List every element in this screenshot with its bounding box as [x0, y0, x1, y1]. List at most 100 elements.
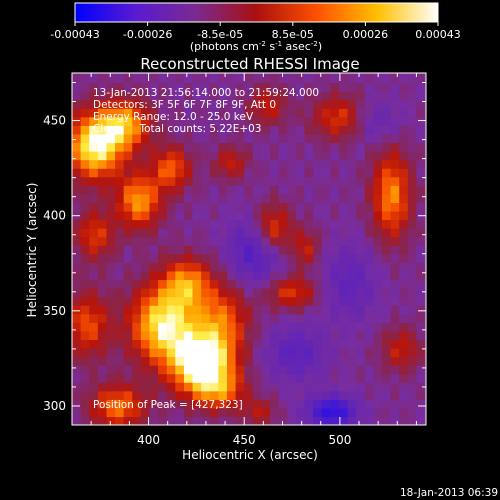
heatmap-cell: [373, 416, 383, 425]
heatmap-cell: [373, 82, 383, 92]
heatmap-cell: [166, 399, 176, 409]
heatmap-cell: [244, 382, 254, 392]
heatmap-cell: [304, 142, 314, 152]
heatmap-cell: [192, 296, 202, 306]
heatmap-cell: [218, 91, 228, 101]
heatmap-cell: [321, 91, 331, 101]
heatmap-cell: [321, 159, 331, 169]
heatmap-cell: [416, 219, 426, 229]
heatmap-cell: [132, 133, 142, 144]
heatmap-cell: [149, 73, 159, 84]
heatmap-cell: [287, 82, 297, 92]
heatmap-cell: [270, 339, 280, 349]
heatmap-cell: [72, 116, 82, 126]
heatmap-cell: [261, 133, 271, 144]
heatmap-cell: [192, 116, 202, 126]
heatmap-cell: [132, 236, 142, 246]
heatmap-cell: [287, 407, 297, 418]
heatmap-cell: [97, 322, 108, 332]
heatmap-cell: [330, 382, 340, 392]
heatmap-cell: [390, 125, 400, 135]
heatmap-cell: [235, 330, 245, 340]
heatmap-cell: [106, 339, 116, 349]
heatmap-cell: [123, 373, 133, 383]
heatmap-cell: [399, 305, 409, 315]
heatmap-cell: [89, 373, 99, 383]
heatmap-cell: [132, 99, 142, 109]
heatmap-cell: [80, 91, 90, 101]
heatmap-cell: [175, 133, 185, 144]
heatmap-cell: [97, 270, 108, 281]
heatmap-cell: [209, 82, 219, 92]
heatmap-cell: [295, 73, 306, 75]
heatmap-cell: [261, 356, 271, 366]
heatmap-cell: [158, 82, 168, 92]
heatmap-cell: [295, 91, 306, 101]
heatmap-cell: [330, 347, 340, 358]
heatmap-cell: [149, 185, 159, 195]
heatmap-cell: [381, 210, 392, 221]
heatmap-cell: [209, 125, 219, 135]
heatmap-cell: [304, 185, 314, 195]
heatmap-cell: [338, 151, 349, 161]
heatmap-cell: [209, 142, 219, 152]
heatmap-cell: [330, 210, 340, 221]
heatmap-cell: [261, 288, 271, 298]
heatmap-cell: [209, 91, 219, 101]
heatmap-cell: [304, 116, 314, 126]
heatmap-cell: [321, 279, 331, 289]
heatmap-cell: [287, 313, 297, 323]
heatmap-cell: [80, 99, 90, 109]
heatmap-cell: [313, 390, 323, 400]
heatmap-cell: [72, 365, 82, 375]
heatmap-cell: [364, 116, 374, 126]
heatmap-cell: [244, 373, 254, 383]
heatmap-cell: [278, 185, 288, 195]
heatmap-cell: [158, 296, 168, 306]
heatmap-cell: [106, 185, 116, 195]
heatmap-cell: [390, 99, 400, 109]
heatmap-cell: [416, 279, 426, 289]
heatmap-cell: [166, 262, 176, 272]
colorbar-units: (photons cm-2 s-1 asec-2): [190, 40, 322, 53]
heatmap-cell: [132, 185, 142, 195]
heatmap-cell: [244, 296, 254, 306]
heatmap-cell: [390, 270, 400, 281]
heatmap-cell: [183, 142, 194, 152]
heatmap-cell: [235, 210, 245, 221]
heatmap-cell: [89, 365, 99, 375]
heatmap-cell: [261, 202, 271, 212]
heatmap-cell: [270, 390, 280, 400]
heatmap-cell: [304, 390, 314, 400]
heatmap-cell: [373, 202, 383, 212]
heatmap-cell: [338, 73, 349, 75]
heatmap-cell: [330, 365, 340, 375]
heatmap-cell: [158, 347, 168, 358]
heatmap-cell: [304, 356, 314, 366]
heatmap-cell: [115, 322, 125, 332]
heatmap-cell: [399, 365, 409, 375]
colorbar-tick-label: -0.00026: [123, 28, 172, 41]
heatmap-cell: [209, 116, 219, 126]
y-tick-label: 450: [43, 114, 66, 128]
heatmap-cell: [192, 416, 202, 425]
heatmap-cell: [123, 133, 133, 144]
heatmap-cell: [218, 168, 228, 178]
heatmap-cell: [330, 228, 340, 238]
heatmap-cell: [321, 142, 331, 152]
heatmap-cell: [356, 270, 366, 281]
heatmap-cell: [364, 125, 374, 135]
heatmap-cell: [261, 210, 271, 221]
heatmap-cell: [399, 347, 409, 358]
heatmap-cell: [115, 313, 125, 323]
heatmap-cell: [304, 133, 314, 144]
heatmap-cell: [132, 228, 142, 238]
heatmap-cell: [321, 73, 331, 75]
heatmap-cell: [140, 382, 151, 392]
heatmap-cell: [278, 313, 288, 323]
heatmap-cell: [166, 116, 176, 126]
heatmap-cell: [226, 116, 237, 126]
heatmap-cell: [175, 339, 185, 349]
heatmap-cell: [373, 151, 383, 161]
heatmap-cell: [416, 73, 426, 84]
